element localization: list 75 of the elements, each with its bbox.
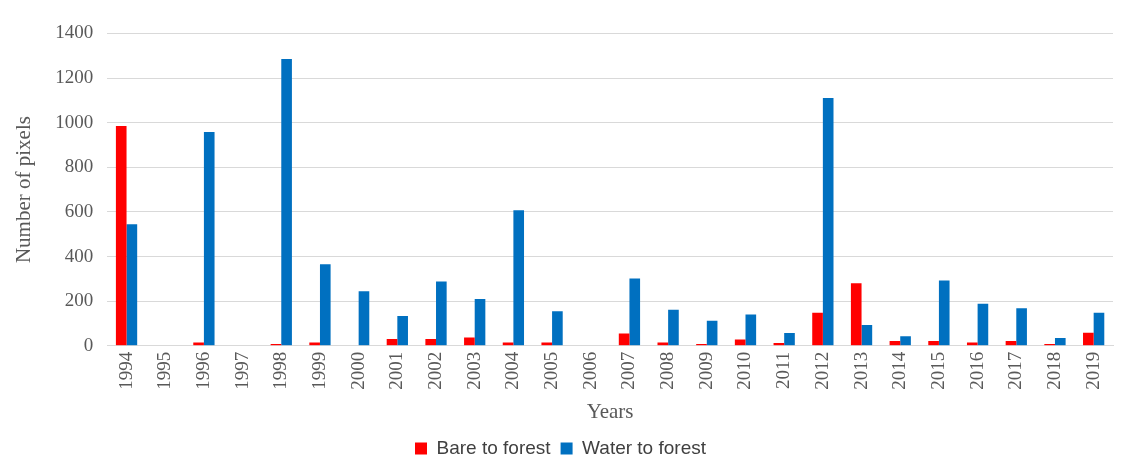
legend-label: Water to forest [582,436,707,458]
y-tick-label: 1200 [55,66,94,88]
bar [1016,308,1027,346]
bar [812,312,823,346]
bar [928,340,939,346]
bar [1093,312,1105,346]
x-tick-label: 1998 [269,351,291,390]
bar [193,342,204,346]
bar [513,210,525,346]
bar [668,309,679,346]
bar [203,132,215,346]
bar [900,336,911,346]
x-tick-label: 2007 [617,351,639,390]
bar [784,333,795,346]
x-tick-label: 2010 [733,351,755,390]
bar [425,339,437,346]
bar [1054,337,1066,346]
bar [552,311,563,346]
x-tick-label: 2011 [772,351,794,390]
x-tick-label: 2015 [926,351,948,390]
bar [281,59,292,346]
y-tick-label: 600 [64,199,94,221]
x-tick-label: 1994 [114,351,136,390]
x-tick-label: 2000 [346,351,368,390]
x-tick-label: 2003 [462,351,484,390]
bar [502,342,514,346]
x-tick-label: 2001 [385,351,407,390]
bar [386,339,398,346]
bar [436,281,447,346]
bar [706,320,718,346]
y-tick-label: 800 [64,155,94,177]
bar [358,291,370,346]
x-tick-label: 2008 [656,351,678,390]
y-tick-label: 200 [64,289,94,311]
bar [541,342,553,346]
x-tick-label: 2017 [1004,351,1026,390]
y-tick-label: 1400 [55,21,94,43]
x-tick-label: 2016 [965,351,987,390]
x-tick-label: 2004 [501,351,523,390]
bar [745,314,757,346]
x-tick-label: 2012 [810,351,832,390]
bar [966,342,978,346]
bar [115,126,127,346]
bar [850,283,862,346]
y-tick-label: 0 [83,333,94,355]
bar [464,337,475,346]
bar [126,224,138,346]
x-tick-label: 2019 [1081,351,1103,390]
x-tick-label: 2002 [424,351,445,390]
x-tick-label: 2005 [540,351,562,390]
x-tick-label: 2018 [1042,351,1064,390]
bar [319,264,331,346]
x-axis-title: Years [586,398,634,423]
bar [309,342,320,346]
bar [938,280,950,346]
bar [861,325,873,346]
bar [657,342,669,346]
x-tick-label: 2009 [694,351,716,390]
x-tick-label: 1999 [307,351,329,390]
legend-label: Bare to forest [436,436,552,458]
x-tick-label: 1997 [230,351,252,390]
y-tick-label: 1000 [55,110,94,132]
bar [977,303,989,346]
bar [397,316,408,346]
x-tick-label: 2006 [578,351,600,390]
x-tick-label: 1996 [191,351,213,390]
bar [1083,332,1094,346]
bar [474,298,486,346]
bar [822,98,834,346]
y-axis-title: Number of pixels [11,116,36,264]
x-tick-label: 2014 [888,351,910,390]
x-tick-label: 2013 [849,351,871,390]
bar [629,278,641,346]
y-tick-label: 400 [64,244,94,266]
x-tick-label: 1995 [153,351,175,390]
